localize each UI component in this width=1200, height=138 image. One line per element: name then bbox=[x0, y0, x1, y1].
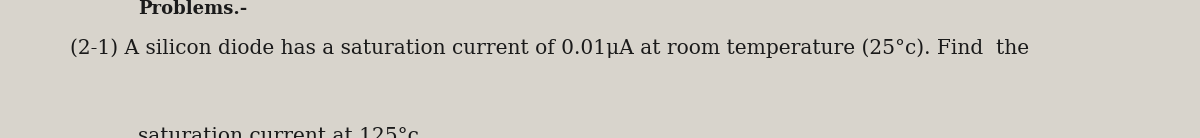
Text: (2-1) A silicon diode has a saturation current of 0.01μA at room temperature (25: (2-1) A silicon diode has a saturation c… bbox=[70, 39, 1028, 58]
Text: saturation current at 125°c.: saturation current at 125°c. bbox=[138, 127, 425, 138]
Text: Problems.-: Problems.- bbox=[138, 0, 247, 18]
